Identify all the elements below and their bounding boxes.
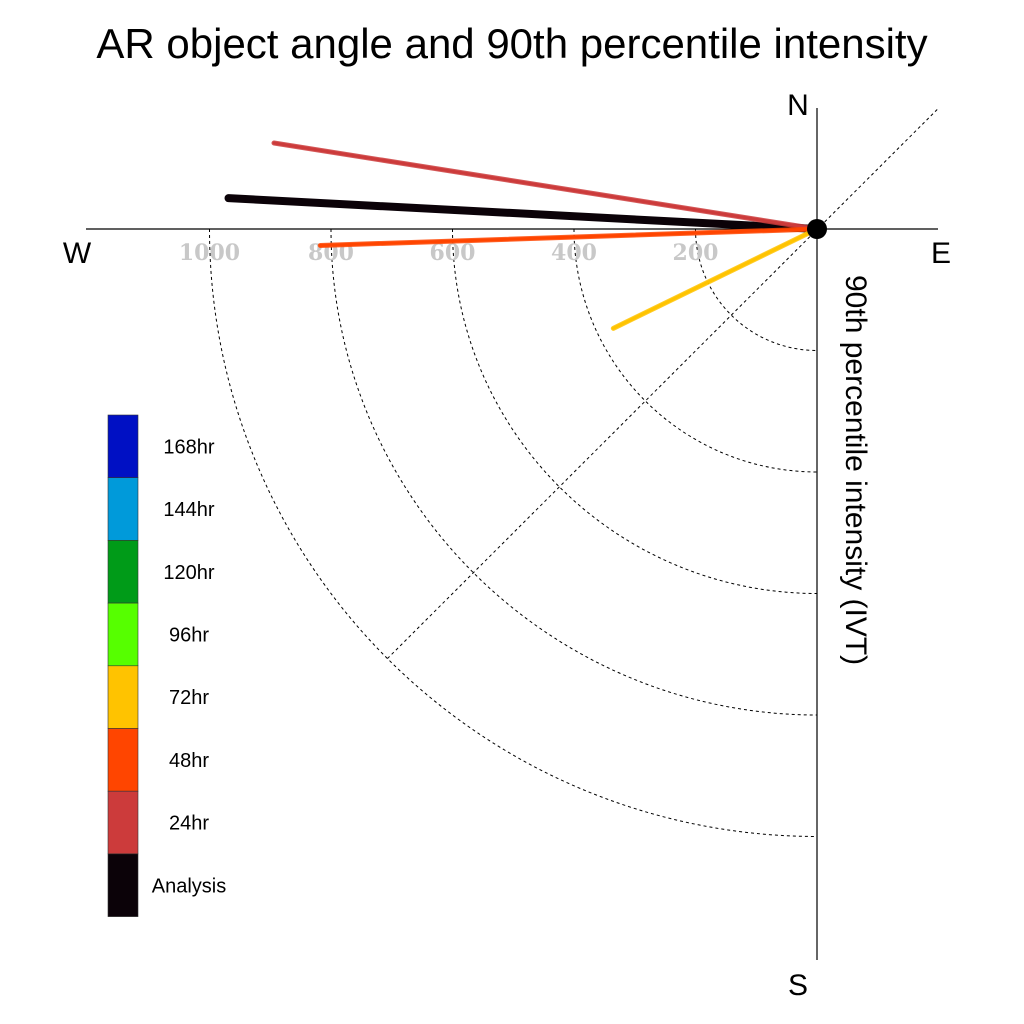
- vector-analysis: [224, 194, 821, 233]
- legend-label-96hr: 96hr: [169, 624, 209, 646]
- legend-label-48hr: 48hr: [169, 750, 209, 772]
- grid-arc-1000: [209, 228, 818, 837]
- legend-label-168hr: 168hr: [163, 436, 214, 458]
- legend-swatch-120hr: [107, 540, 139, 604]
- tick-label-200: 200: [673, 240, 719, 266]
- legend-label-72hr: 72hr: [169, 687, 209, 709]
- chart-title: AR object angle and 90th percentile inte…: [96, 20, 927, 67]
- legend-swatch-72hr: [107, 665, 139, 729]
- vector-48hr: [318, 227, 819, 247]
- legend-swatch-48hr: [107, 728, 139, 792]
- grid-arc-400: [573, 228, 818, 473]
- legend-swatch-96hr: [107, 602, 139, 667]
- grid-arc-800: [330, 228, 818, 716]
- north-label: N: [787, 89, 809, 122]
- origin-marker: [807, 219, 827, 239]
- east-label: E: [931, 237, 951, 270]
- south-label: S: [788, 969, 808, 1002]
- vector-72hr: [611, 227, 819, 330]
- vector-24hr: [272, 141, 819, 231]
- grid-arc-600: [452, 228, 818, 594]
- polar-grid: [209, 108, 939, 837]
- radial-axis-label: 90th percentile intensity (IVT): [839, 275, 872, 665]
- legend-label-analysis: Analysis: [152, 875, 226, 897]
- legend-swatch-144hr: [107, 477, 139, 541]
- legend-label-24hr: 24hr: [169, 813, 209, 835]
- legend-swatch-analysis: [107, 853, 139, 917]
- legend-label-144hr: 144hr: [163, 499, 214, 521]
- tick-label-400: 400: [551, 240, 597, 266]
- tick-label-600: 600: [430, 240, 476, 266]
- legend-label-120hr: 120hr: [163, 562, 214, 584]
- legend-swatch-168hr: [107, 414, 139, 479]
- grid-diagonal: [387, 108, 939, 659]
- series-vectors: [224, 140, 821, 331]
- west-label: W: [63, 237, 92, 270]
- colorbar-legend: 168hr 144hr 120hr 96hr 72hr 48hr 24hr Analysis: [107, 414, 226, 917]
- legend-swatch-24hr: [107, 790, 139, 855]
- grid-arc-200: [695, 228, 818, 351]
- tick-label-1000: 1000: [179, 240, 240, 266]
